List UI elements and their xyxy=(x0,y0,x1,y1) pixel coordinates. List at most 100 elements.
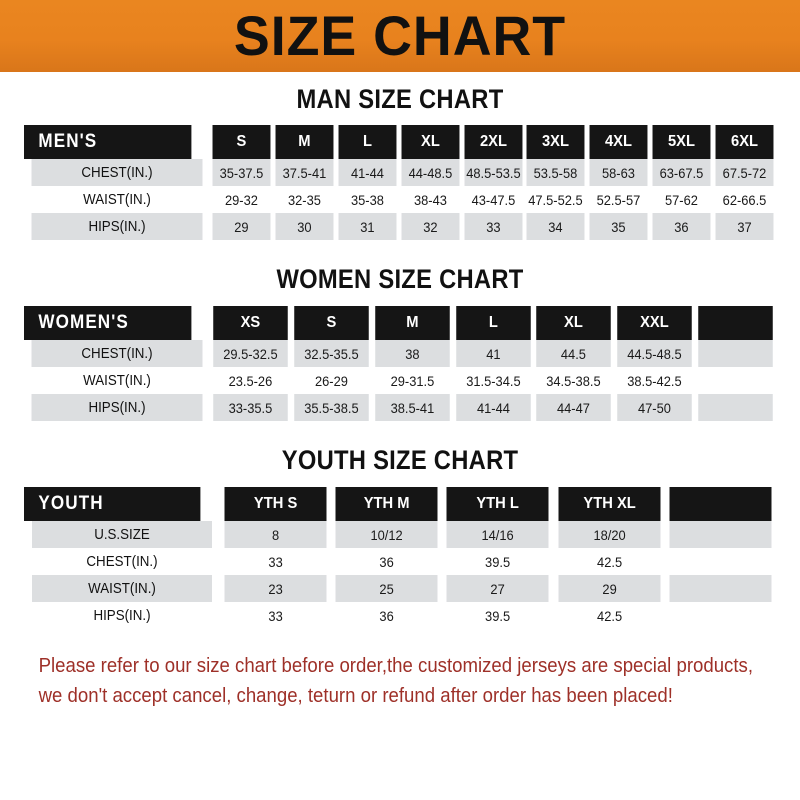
women-col-s: S xyxy=(294,306,369,340)
men-col-m: M xyxy=(275,125,334,159)
table-row: U.S.SIZE 8 10/12 14/16 18/20 xyxy=(24,521,776,548)
women-row-label-waist: WAIST(IN.) xyxy=(31,367,203,394)
women-hips-xl: 44-47 xyxy=(536,394,611,421)
footer-disclaimer-line-2: we don't accept cancel, change, teturn o… xyxy=(38,685,673,707)
men-size-table: MEN'S S M L XL 2XL 3XL 4XL 5XL 6XL CHEST… xyxy=(24,125,776,240)
table-row: HIPS(IN.) 29 30 31 32 33 34 35 36 37 xyxy=(24,213,776,240)
men-waist-xl: 38-43 xyxy=(401,186,459,213)
youth-col-s: YTH S xyxy=(224,487,327,521)
men-waist-2xl: 43-47.5 xyxy=(464,186,522,213)
women-chest-xxl: 44.5-48.5 xyxy=(617,340,692,367)
women-chest-xs: 29.5-32.5 xyxy=(213,340,288,367)
men-col-6xl: 6XL xyxy=(715,125,774,159)
women-size-chart: WOMEN'S XS S M L XL XXL CHEST(IN.) 29.5-… xyxy=(24,306,776,421)
men-hips-xl: 32 xyxy=(401,213,459,240)
table-row: CHEST(IN.) 29.5-32.5 32.5-35.5 38 41 44.… xyxy=(24,340,776,367)
women-hips-m: 38.5-41 xyxy=(374,394,450,421)
men-hips-4xl: 35 xyxy=(589,213,648,240)
youth-table-body: U.S.SIZE 8 10/12 14/16 18/20 CHEST(IN.) … xyxy=(24,521,776,629)
table-header-row: MEN'S S M L XL 2XL 3XL 4XL 5XL 6XL xyxy=(24,125,776,159)
men-table-head: MEN'S S M L XL 2XL 3XL 4XL 5XL 6XL xyxy=(24,125,776,159)
men-chest-6xl: 67.5-72 xyxy=(715,159,774,186)
youth-ussize-s: 8 xyxy=(224,521,327,548)
youth-waist-spacer xyxy=(669,575,772,602)
youth-ussize-spacer xyxy=(669,521,772,548)
youth-chest-m: 36 xyxy=(335,548,438,575)
men-waist-5xl: 57-62 xyxy=(652,186,711,213)
men-waist-l: 35-38 xyxy=(338,186,397,213)
men-col-s: S xyxy=(212,125,271,159)
youth-col-spacer xyxy=(669,487,772,521)
men-col-5xl: 5XL xyxy=(652,125,711,159)
men-hips-3xl: 34 xyxy=(526,213,585,240)
women-table-body: CHEST(IN.) 29.5-32.5 32.5-35.5 38 41 44.… xyxy=(24,340,776,421)
women-waist-xxl: 38.5-42.5 xyxy=(617,367,692,394)
men-waist-3xl: 47.5-52.5 xyxy=(526,186,585,213)
youth-waist-m: 25 xyxy=(335,575,438,602)
men-chest-3xl: 53.5-58 xyxy=(526,159,585,186)
men-col-4xl: 4XL xyxy=(589,125,648,159)
women-col-m: M xyxy=(374,306,450,340)
women-waist-spacer xyxy=(698,367,773,394)
men-hips-l: 31 xyxy=(338,213,397,240)
women-chest-spacer xyxy=(698,340,773,367)
men-hips-2xl: 33 xyxy=(464,213,522,240)
table-row: CHEST(IN.) 35-37.5 37.5-41 41-44 44-48.5… xyxy=(24,159,776,186)
women-chest-xl: 44.5 xyxy=(536,340,611,367)
youth-col-xl: YTH XL xyxy=(558,487,661,521)
men-chest-4xl: 58-63 xyxy=(589,159,648,186)
youth-hips-spacer xyxy=(669,602,772,629)
women-col-xl: XL xyxy=(536,306,611,340)
youth-row-label-chest: CHEST(IN.) xyxy=(31,548,213,575)
men-chest-2xl: 48.5-53.5 xyxy=(464,159,522,186)
youth-row-label-hips: HIPS(IN.) xyxy=(31,602,213,629)
men-chest-l: 41-44 xyxy=(338,159,397,186)
men-hips-s: 29 xyxy=(212,213,271,240)
women-hips-s: 35.5-38.5 xyxy=(294,394,369,421)
men-col-2xl: 2XL xyxy=(464,125,522,159)
footer-disclaimer: Please refer to our size chart before or… xyxy=(0,651,800,711)
table-header-row: WOMEN'S XS S M L XL XXL xyxy=(24,306,776,340)
men-waist-s: 29-32 xyxy=(212,186,271,213)
women-waist-xl: 34.5-38.5 xyxy=(536,367,611,394)
women-row-label-hips: HIPS(IN.) xyxy=(31,394,203,421)
women-chest-l: 41 xyxy=(455,340,531,367)
youth-waist-l: 27 xyxy=(446,575,550,602)
women-hips-xs: 33-35.5 xyxy=(213,394,288,421)
women-chest-s: 32.5-35.5 xyxy=(294,340,369,367)
men-waist-6xl: 62-66.5 xyxy=(715,186,774,213)
youth-size-chart: YOUTH YTH S YTH M YTH L YTH XL U.S.SIZE … xyxy=(24,487,776,629)
women-waist-xs: 23.5-26 xyxy=(213,367,288,394)
table-header-row: YOUTH YTH S YTH M YTH L YTH XL xyxy=(24,487,776,521)
youth-ussize-xl: 18/20 xyxy=(558,521,661,548)
page-banner: SIZE CHART xyxy=(0,0,800,72)
men-row-label-chest: CHEST(IN.) xyxy=(31,159,203,186)
women-col-xxl: XXL xyxy=(617,306,692,340)
youth-chest-xl: 42.5 xyxy=(558,548,661,575)
women-chest-m: 38 xyxy=(374,340,450,367)
men-hips-6xl: 37 xyxy=(715,213,774,240)
men-waist-4xl: 52.5-57 xyxy=(589,186,648,213)
youth-col-l: YTH L xyxy=(446,487,550,521)
men-chest-s: 35-37.5 xyxy=(212,159,271,186)
youth-size-table: YOUTH YTH S YTH M YTH L YTH XL U.S.SIZE … xyxy=(24,487,776,629)
youth-hips-l: 39.5 xyxy=(446,602,550,629)
footer-disclaimer-line-1: Please refer to our size chart before or… xyxy=(38,655,753,677)
youth-row-label-waist: WAIST(IN.) xyxy=(31,575,213,602)
youth-waist-s: 23 xyxy=(224,575,327,602)
men-size-chart: MEN'S S M L XL 2XL 3XL 4XL 5XL 6XL CHEST… xyxy=(24,125,776,240)
youth-table-head: YOUTH YTH S YTH M YTH L YTH XL xyxy=(24,487,776,521)
men-table-body: CHEST(IN.) 35-37.5 37.5-41 41-44 44-48.5… xyxy=(24,159,776,240)
youth-row-label-ussize: U.S.SIZE xyxy=(31,521,213,548)
women-size-table: WOMEN'S XS S M L XL XXL CHEST(IN.) 29.5-… xyxy=(24,306,776,421)
women-waist-s: 26-29 xyxy=(294,367,369,394)
women-waist-m: 29-31.5 xyxy=(374,367,450,394)
women-col-spacer xyxy=(698,306,773,340)
youth-ussize-m: 10/12 xyxy=(335,521,438,548)
table-row: CHEST(IN.) 33 36 39.5 42.5 xyxy=(24,548,776,575)
youth-hips-s: 33 xyxy=(224,602,327,629)
table-row: WAIST(IN.) 23.5-26 26-29 29-31.5 31.5-34… xyxy=(24,367,776,394)
table-row: WAIST(IN.) 29-32 32-35 35-38 38-43 43-47… xyxy=(24,186,776,213)
women-col-xs: XS xyxy=(213,306,288,340)
men-col-l: L xyxy=(338,125,397,159)
